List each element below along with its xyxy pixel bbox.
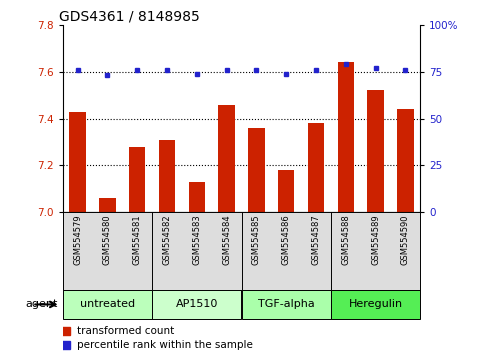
Bar — [242, 290, 331, 319]
Text: GSM554584: GSM554584 — [222, 215, 231, 266]
Bar — [218, 104, 235, 212]
Text: TGF-alpha: TGF-alpha — [258, 299, 314, 309]
Text: untreated: untreated — [80, 299, 135, 309]
Bar — [189, 182, 205, 212]
Bar — [152, 290, 242, 319]
Bar — [129, 147, 145, 212]
Bar — [368, 91, 384, 212]
Text: GSM554587: GSM554587 — [312, 215, 320, 266]
Bar — [338, 62, 354, 212]
Text: GSM554581: GSM554581 — [133, 215, 142, 266]
Text: Heregulin: Heregulin — [348, 299, 403, 309]
Bar — [308, 123, 324, 212]
Bar — [248, 128, 265, 212]
Text: transformed count: transformed count — [77, 326, 174, 336]
Text: agent: agent — [26, 299, 58, 309]
Text: GSM554586: GSM554586 — [282, 215, 291, 266]
Text: GDS4361 / 8148985: GDS4361 / 8148985 — [59, 10, 200, 24]
Text: GSM554590: GSM554590 — [401, 215, 410, 265]
Bar — [331, 290, 420, 319]
Text: GSM554588: GSM554588 — [341, 215, 350, 266]
Text: GSM554579: GSM554579 — [73, 215, 82, 266]
Text: AP1510: AP1510 — [176, 299, 218, 309]
Bar — [397, 109, 413, 212]
Text: GSM554580: GSM554580 — [103, 215, 112, 266]
Text: GSM554583: GSM554583 — [192, 215, 201, 266]
Bar — [63, 290, 152, 319]
Text: GSM554589: GSM554589 — [371, 215, 380, 266]
Bar — [70, 112, 86, 212]
Text: percentile rank within the sample: percentile rank within the sample — [77, 340, 253, 350]
Bar — [159, 140, 175, 212]
Bar — [99, 198, 115, 212]
Text: GSM554582: GSM554582 — [163, 215, 171, 266]
Bar — [278, 170, 294, 212]
Text: GSM554585: GSM554585 — [252, 215, 261, 266]
